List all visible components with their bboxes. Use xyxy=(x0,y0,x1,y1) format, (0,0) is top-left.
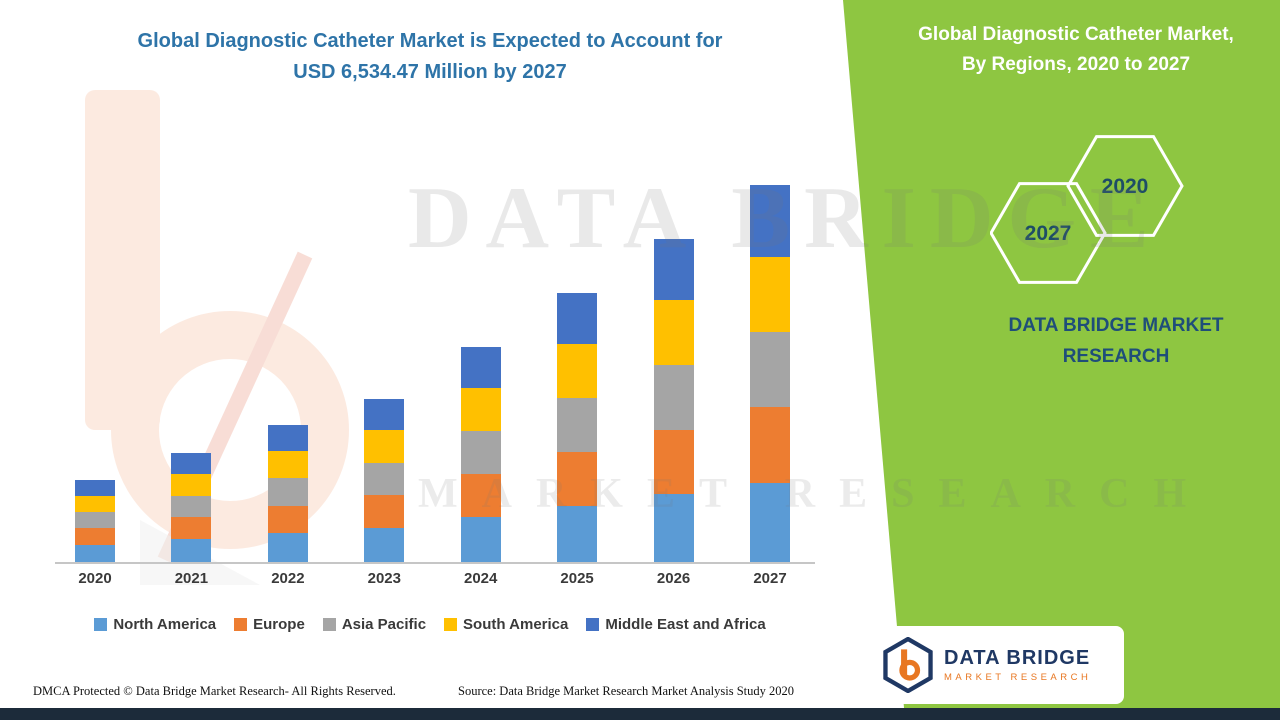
bar-segment-2024-south-america xyxy=(460,387,501,431)
bar-segment-2021-middle-east-and-africa xyxy=(171,453,212,474)
brand-heading-line1: DATA BRIDGE MARKET xyxy=(1008,315,1224,336)
chart-legend: North America Europe Asia Pacific South Ame… xyxy=(20,616,840,633)
legend-item-north-america: North America xyxy=(94,616,216,633)
legend-swatch xyxy=(322,618,336,631)
legend-item-europe: Europe xyxy=(234,616,305,633)
chart-title: Global Diagnostic Catheter Market is Exp… xyxy=(40,26,820,88)
legend-swatch xyxy=(586,618,600,631)
bar-segment-2022-europe xyxy=(267,505,308,534)
legend-swatch xyxy=(234,618,248,631)
bar-segment-2026-north-america xyxy=(653,494,694,562)
bar-segment-2026-south-america xyxy=(653,300,694,365)
bar-segment-2025-south-america xyxy=(557,344,598,398)
bar-segment-2025-middle-east-and-africa xyxy=(557,293,598,345)
legend-label: Asia Pacific xyxy=(341,616,427,633)
legend-item-asia-pacific: Asia Pacific xyxy=(322,616,427,633)
bar-segment-2020-middle-east-and-africa xyxy=(75,480,115,496)
bar-segment-2025-europe xyxy=(557,451,598,506)
company-logo: DATA BRIDGE MARKET RESEARCH xyxy=(872,626,1124,704)
x-axis-label-2021: 2021 xyxy=(174,570,209,587)
bar-segment-2024-north-america xyxy=(460,516,501,562)
bar-segment-2027-asia-pacific xyxy=(750,332,790,408)
bar-segment-2023-asia-pacific xyxy=(364,462,405,496)
legend-label: Middle East and Africa xyxy=(605,616,766,633)
bar-segment-2021-south-america xyxy=(171,473,212,496)
hexagon-2027 xyxy=(990,182,1107,284)
bar-2020 xyxy=(75,480,115,562)
panel-title: Global Diagnostic Catheter Market, By Re… xyxy=(880,20,1272,81)
logo-hexagon-icon xyxy=(883,637,933,693)
bar-segment-2022-north-america xyxy=(267,533,308,562)
hexagon-year-2027: 2027 xyxy=(1025,222,1072,245)
x-axis-label-2024: 2024 xyxy=(464,570,498,587)
bar-segment-2026-middle-east-and-africa xyxy=(653,239,694,301)
legend-swatch xyxy=(444,618,458,631)
bar-segment-2026-asia-pacific xyxy=(653,364,694,430)
x-axis-label-2025: 2025 xyxy=(560,570,594,587)
logo-wordmark: DATA BRIDGE MARKET RESEARCH xyxy=(944,647,1091,684)
legend-label: Europe xyxy=(253,616,305,633)
bar-segment-2023-north-america xyxy=(364,527,405,562)
bar-segment-2021-asia-pacific xyxy=(171,495,212,518)
bar-segment-2023-south-america xyxy=(364,430,405,463)
bar-segment-2020-south-america xyxy=(75,495,115,513)
bar-segment-2024-europe xyxy=(460,473,501,517)
bar-segment-2022-asia-pacific xyxy=(267,478,308,506)
bar-segment-2027-south-america xyxy=(750,256,790,333)
legend-label: North America xyxy=(113,616,217,633)
source-note: Source: Data Bridge Market Research Mark… xyxy=(458,684,795,698)
logo-subtitle: MARKET RESEARCH xyxy=(944,671,1092,683)
green-side-panel xyxy=(843,0,1280,720)
bar-segment-2027-north-america xyxy=(750,482,790,562)
bar-2026 xyxy=(653,239,694,562)
bar-2024 xyxy=(460,347,501,562)
panel-title-line2: By Regions, 2020 to 2027 xyxy=(961,54,1191,76)
bar-segment-2024-middle-east-and-africa xyxy=(460,347,501,388)
bar-segment-2023-europe xyxy=(364,495,405,528)
bar-segment-2020-asia-pacific xyxy=(75,512,115,529)
panel-title-line1: Global Diagnostic Catheter Market, xyxy=(918,24,1234,45)
bar-segment-2020-europe xyxy=(75,528,115,545)
chart-title-line2: USD 6,534.47 Million by 2027 xyxy=(293,61,567,83)
bar-2025 xyxy=(557,293,598,562)
bar-segment-2025-north-america xyxy=(557,505,598,562)
bar-segment-2027-europe xyxy=(750,407,790,483)
bar-segment-2027-middle-east-and-africa xyxy=(750,185,790,257)
x-axis-label-2022: 2022 xyxy=(271,570,305,587)
bar-chart-plot xyxy=(55,95,815,564)
bar-2021 xyxy=(171,453,212,562)
bar-segment-2026-europe xyxy=(653,429,694,495)
legend-swatch xyxy=(94,618,108,631)
bar-2023 xyxy=(364,399,405,562)
x-axis-label-2023: 2023 xyxy=(367,570,401,587)
legend-item-south-america: South America xyxy=(444,616,568,633)
bar-segment-2020-north-america xyxy=(75,544,115,562)
x-axis-label-2026: 2026 xyxy=(656,570,691,587)
dmca-notice: DMCA Protected © Data Bridge Market Rese… xyxy=(33,684,396,698)
brand-heading-line2: RESEARCH xyxy=(1062,346,1170,368)
chart-title-line1: Global Diagnostic Catheter Market is Exp… xyxy=(137,30,723,52)
hexagon-year-2020: 2020 xyxy=(1102,175,1149,198)
bar-segment-2021-north-america xyxy=(171,539,212,562)
x-axis: 2020 2021 2022 2023 2024 2025 2026 2027 xyxy=(55,570,815,592)
bar-segment-2023-middle-east-and-africa xyxy=(364,399,405,431)
bar-segment-2022-south-america xyxy=(267,451,308,479)
x-axis-label-2027: 2027 xyxy=(753,570,787,587)
brand-heading: DATA BRIDGE MARKET RESEARCH xyxy=(960,310,1272,373)
legend-item-middle-east-and-africa: Middle East and Africa xyxy=(586,616,766,633)
logo-name: DATA BRIDGE xyxy=(944,646,1091,669)
bar-2027 xyxy=(750,185,790,562)
hexagon-2020 xyxy=(1066,135,1184,237)
bar-segment-2025-asia-pacific xyxy=(557,398,598,452)
bar-segment-2022-middle-east-and-africa xyxy=(267,425,308,452)
year-hexagons: 2027 2020 xyxy=(990,135,1184,284)
bar-segment-2021-europe xyxy=(171,517,212,540)
bar-2022 xyxy=(267,425,308,562)
bottom-accent-bar xyxy=(0,708,1280,720)
legend-label: South America xyxy=(463,616,569,633)
x-axis-label-2020: 2020 xyxy=(78,570,112,587)
bar-segment-2024-asia-pacific xyxy=(460,430,501,474)
